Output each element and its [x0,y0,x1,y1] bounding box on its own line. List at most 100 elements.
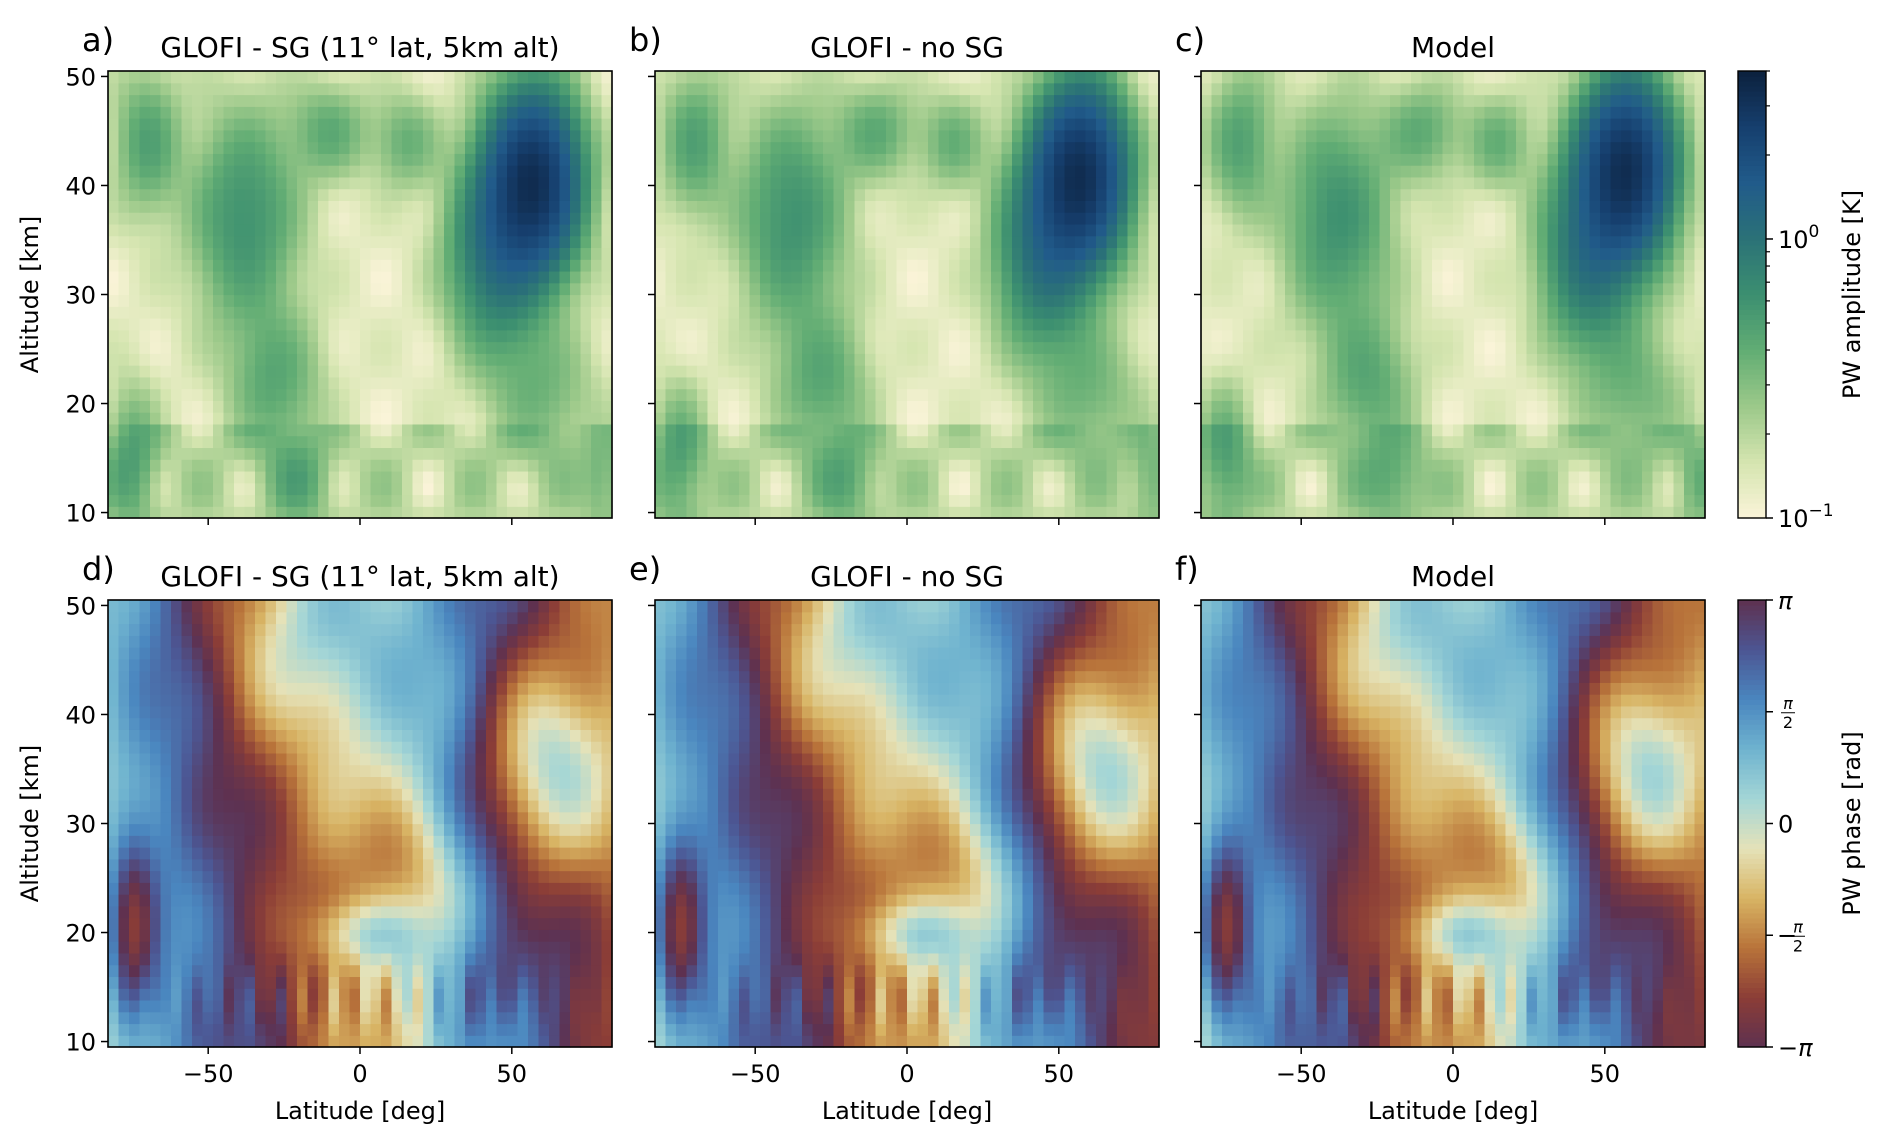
heatmap-cell [1547,82,1559,96]
heatmap-cell [1432,376,1444,390]
heatmap-cell [802,153,814,166]
heatmap-cell [139,447,151,460]
heatmap-cell [381,247,393,260]
heatmap-cell [1096,176,1108,190]
heatmap-cell [559,200,571,213]
heatmap-cell [591,153,603,166]
heatmap-cell [1442,165,1454,178]
heatmap-cell [1138,153,1150,166]
heatmap-cell [686,341,698,354]
heatmap-cell [928,141,940,154]
heatmap-cell [1232,129,1244,143]
heatmap-cell [1348,318,1360,331]
heatmap-cell [1516,318,1528,331]
heatmap-cell [1274,294,1286,307]
heatmap-cell [538,459,550,472]
heatmap-cell [150,447,162,460]
heatmap-cell [812,71,824,84]
heatmap-cell [465,318,477,331]
heatmap-cell [1358,176,1370,190]
heatmap-cell [1358,494,1370,507]
heatmap-cell [549,270,561,284]
heatmap-cell [391,235,403,249]
heatmap-cell [496,188,508,201]
heatmap-cell [465,165,477,178]
heatmap-cell [865,494,877,507]
heatmap-cell [1001,188,1013,201]
heatmap-cell [517,188,529,201]
heatmap-cell [1001,118,1013,131]
heatmap-cell [739,412,751,425]
heatmap-cell [234,459,246,472]
heatmap-cell [655,282,667,296]
heatmap-cell [213,71,225,84]
heatmap-cell [223,282,235,296]
heatmap-cell [486,506,498,519]
heatmap-cell [1442,412,1454,425]
heatmap-cell [1327,118,1339,131]
heatmap-cell [949,141,961,154]
heatmap-cell [1537,423,1549,437]
heatmap-cell [391,494,403,507]
heatmap-cell [865,482,877,496]
heatmap-cell [1012,470,1024,484]
heatmap-cell [1243,459,1255,472]
heatmap-cell [412,176,424,190]
heatmap-cell [1148,329,1160,343]
heatmap-cell [391,329,403,343]
heatmap-cell [1526,494,1538,507]
heatmap-cell [1075,365,1087,378]
heatmap-cell [465,412,477,425]
heatmap-cell [1390,71,1402,84]
heatmap-cell [949,223,961,237]
heatmap-cell [739,129,751,143]
heatmap-cell [202,259,214,272]
heatmap-cell [1327,247,1339,260]
heatmap-cell [1306,188,1318,201]
heatmap-cell [865,506,877,519]
heatmap-cell [1138,165,1150,178]
heatmap-cell [1547,353,1559,366]
heatmap-cell [823,259,835,272]
heatmap-cell [686,94,698,107]
heatmap-cell [423,365,435,378]
heatmap-cell [202,235,214,249]
heatmap-cell [770,494,782,507]
heatmap-cell [370,294,382,307]
heatmap-cell [1337,82,1349,96]
heatmap-cell [412,247,424,260]
heatmap-cell [1106,176,1118,190]
heatmap-cell [896,435,908,449]
heatmap-cell [938,376,950,390]
heatmap-cell [1022,376,1034,390]
heatmap-cell [1253,200,1265,213]
heatmap-cell [1516,129,1528,143]
heatmap-cell [444,235,456,249]
heatmap-cell [1148,506,1160,519]
heatmap-cell [265,94,277,107]
heatmap-cell [1505,118,1517,131]
heatmap-cell [1505,223,1517,237]
heatmap-cell [328,129,340,143]
heatmap-cell [959,94,971,107]
heatmap-cell [370,388,382,401]
heatmap-cell [1484,94,1496,107]
heatmap-cell [181,94,193,107]
heatmap-cell [244,223,256,237]
heatmap-cell [202,482,214,496]
heatmap-cell [1211,259,1223,272]
heatmap-cell [1505,141,1517,154]
heatmap-cell [1411,94,1423,107]
heatmap-cell [517,118,529,131]
heatmap-cell [980,129,992,143]
heatmap-cell [454,306,466,319]
heatmap-cell [517,212,529,225]
heatmap-cell [591,247,603,260]
heatmap-cell [1442,200,1454,213]
heatmap-cell [265,165,277,178]
heatmap-cell [234,341,246,354]
heatmap-cell [496,153,508,166]
heatmap-cell [1001,435,1013,449]
heatmap-cell [1138,388,1150,401]
heatmap-cell [1537,223,1549,237]
